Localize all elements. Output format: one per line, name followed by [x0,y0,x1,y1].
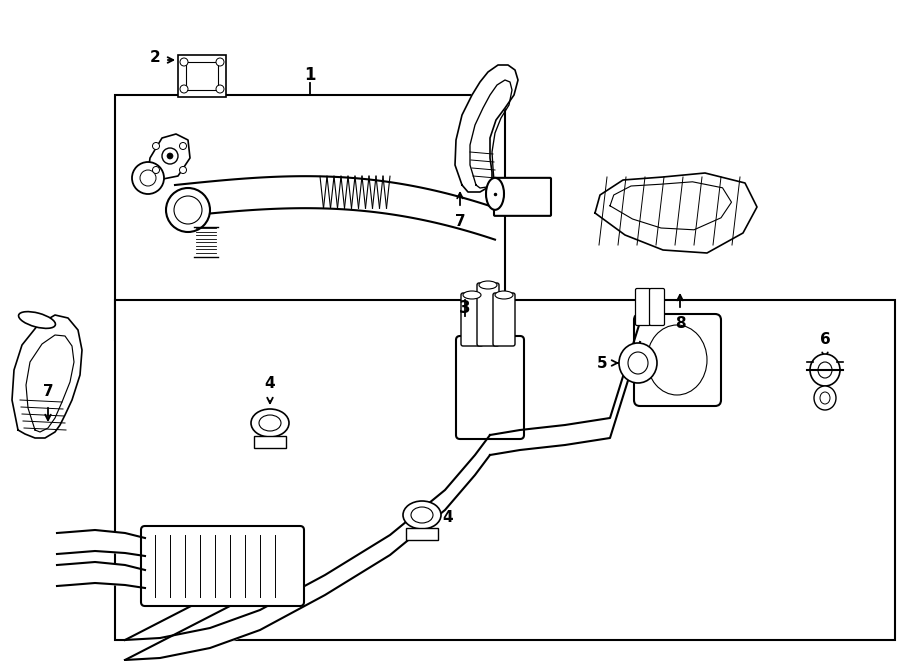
Circle shape [132,162,164,194]
Text: 5: 5 [597,356,608,371]
Circle shape [179,167,186,173]
Circle shape [140,170,156,186]
Circle shape [180,58,188,66]
Ellipse shape [411,507,433,523]
Text: 7: 7 [42,385,53,399]
Bar [178,55,226,97]
Text: 4: 4 [443,510,454,525]
Ellipse shape [463,291,481,299]
Ellipse shape [814,386,836,410]
Text: 2: 2 [149,50,160,65]
FancyBboxPatch shape [494,178,551,216]
FancyBboxPatch shape [461,293,483,346]
Bar [254,436,286,448]
Ellipse shape [820,392,830,404]
Ellipse shape [810,354,840,386]
Circle shape [180,85,188,93]
Polygon shape [12,315,82,438]
Ellipse shape [403,501,441,529]
Text: 6: 6 [820,332,831,348]
Ellipse shape [251,409,289,437]
Text: 7: 7 [454,214,465,229]
Polygon shape [595,173,757,253]
Text: 3: 3 [459,299,471,317]
FancyBboxPatch shape [456,336,524,439]
Text: 4: 4 [265,375,275,391]
Bar [186,62,218,90]
Bar [115,95,505,340]
Circle shape [179,143,186,149]
Polygon shape [455,65,518,192]
Ellipse shape [486,178,504,210]
Circle shape [166,188,210,232]
FancyBboxPatch shape [477,283,499,346]
FancyBboxPatch shape [634,314,721,406]
Bar [406,528,438,540]
Polygon shape [148,134,190,180]
Circle shape [216,85,224,93]
Circle shape [174,196,202,224]
Ellipse shape [628,352,648,374]
Ellipse shape [19,311,56,329]
FancyBboxPatch shape [493,293,515,346]
Circle shape [152,167,159,173]
Ellipse shape [495,291,513,299]
Circle shape [162,148,178,164]
Text: 1: 1 [304,66,316,84]
FancyBboxPatch shape [635,288,651,325]
Circle shape [167,153,173,159]
Ellipse shape [619,343,657,383]
Bar [115,300,895,640]
Text: 8: 8 [675,315,685,330]
Ellipse shape [818,362,832,378]
Circle shape [152,143,159,149]
Ellipse shape [259,415,281,431]
FancyBboxPatch shape [650,288,664,325]
Circle shape [216,58,224,66]
FancyBboxPatch shape [141,526,304,606]
Ellipse shape [479,281,497,289]
